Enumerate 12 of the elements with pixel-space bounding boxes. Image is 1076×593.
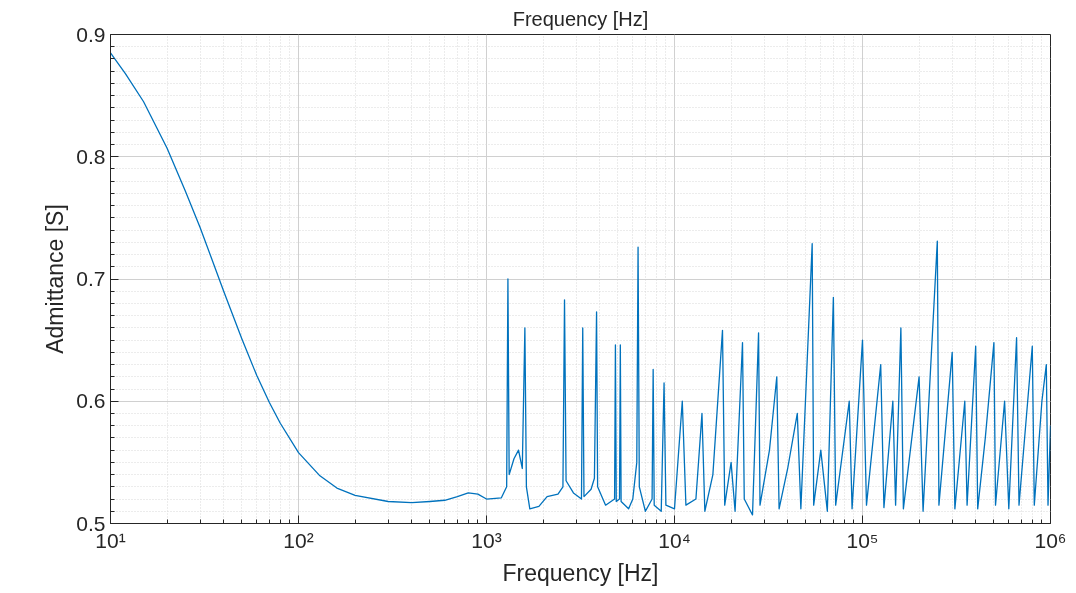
x-tick-label: 10⁴ <box>658 528 691 552</box>
y-tick-label: 0.6 <box>76 389 106 413</box>
y-tick-label: 0.7 <box>76 267 106 290</box>
y-axis-title: Admittance [S] <box>42 204 69 354</box>
x-tick-label: 10⁶ <box>1034 528 1067 552</box>
y-tick-label: 0.8 <box>76 144 106 168</box>
y-tick-label: 0.9 <box>76 22 106 46</box>
x-tick-label: 10⁵ <box>846 528 879 552</box>
x-axis-title: Frequency [Hz] <box>502 559 659 586</box>
x-tick-label: 10³ <box>471 528 502 552</box>
text: Frequency [Hz] <box>512 7 649 30</box>
x-tick-label: 10² <box>283 528 314 552</box>
